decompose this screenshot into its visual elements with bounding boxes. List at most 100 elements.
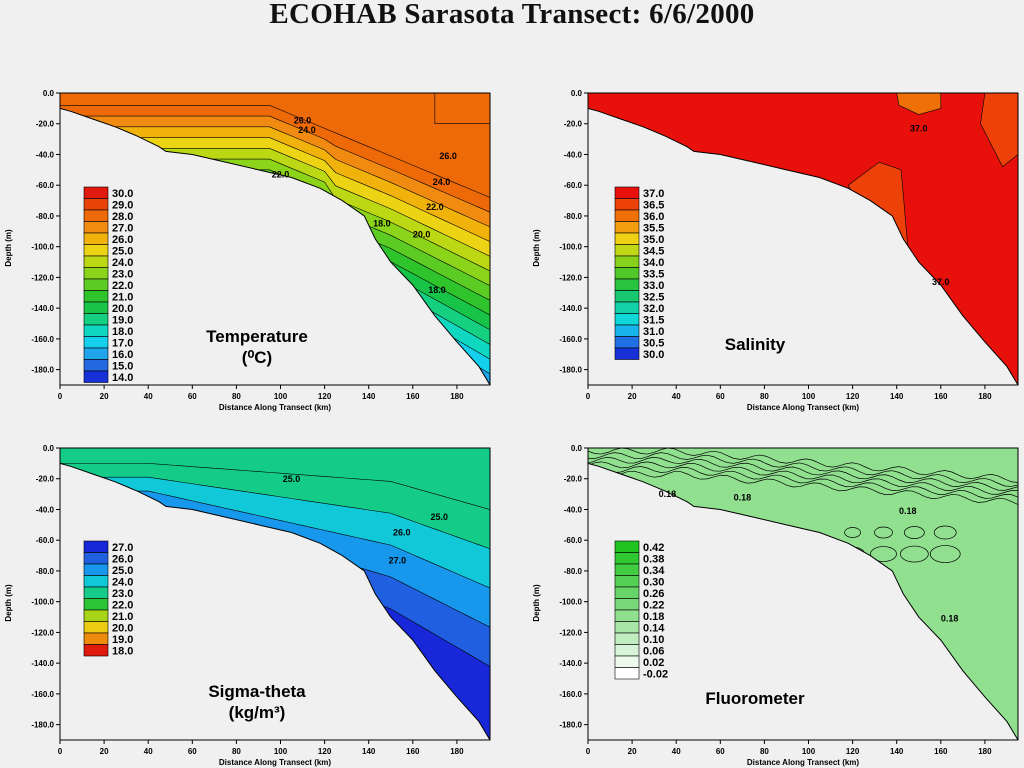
legend-label: 34.5 [643, 246, 664, 258]
contour-label: 37.0 [910, 123, 928, 133]
legend-label: 19.0 [112, 634, 133, 646]
panel-title: Fluorometer [705, 689, 805, 708]
x-tick-label: 120 [846, 747, 860, 756]
x-tick-label: 80 [760, 747, 769, 756]
x-tick-label: 140 [362, 392, 376, 401]
legend-swatch [83, 324, 109, 337]
x-tick-label: 180 [978, 392, 992, 401]
y-tick-label: -80.0 [564, 212, 583, 221]
legend: 0.420.380.340.300.260.220.180.140.100.06… [614, 540, 668, 681]
legend-swatch [83, 575, 109, 588]
legend-swatch [83, 347, 109, 360]
legend-swatch [83, 255, 109, 268]
x-tick-label: 160 [934, 392, 948, 401]
y-tick-label: -20.0 [564, 475, 583, 484]
contour-label: 25.0 [283, 474, 301, 484]
legend-label: 24.0 [112, 577, 133, 589]
x-tick-label: 100 [274, 392, 288, 401]
x-tick-label: 80 [232, 392, 241, 401]
contour-line [588, 452, 1018, 487]
plot-frame [59, 447, 491, 741]
x-tick-label: 20 [100, 747, 109, 756]
y-tick-label: -40.0 [36, 505, 55, 514]
x-axis-label: Distance Along Transect (km) [219, 403, 332, 412]
y-tick-label: -120.0 [31, 628, 54, 637]
y-tick-label: -60.0 [36, 181, 55, 190]
legend-label: 20.0 [112, 303, 133, 315]
x-tick-label: 160 [406, 747, 420, 756]
panel-title: Sigma-theta [208, 682, 306, 701]
panel-title: Temperature [206, 327, 308, 346]
x-tick-label: 100 [274, 747, 288, 756]
legend-swatch [83, 609, 109, 622]
y-tick-label: -80.0 [36, 567, 55, 576]
plot-frame [59, 92, 491, 386]
legend-swatch [83, 244, 109, 257]
legend: 30.029.028.027.026.025.024.023.022.021.0… [83, 186, 133, 384]
legend-label: 0.26 [643, 588, 664, 600]
x-tick-label: 180 [450, 392, 464, 401]
panel-sigma-theta: 0 20 40 60 80 100 120 140 160 180 Distance Along T… [4, 444, 491, 767]
legend-swatch [83, 586, 109, 599]
plot-frame [587, 92, 1019, 386]
legend-swatch [614, 209, 640, 222]
y-tick-label: -160.0 [31, 335, 54, 344]
contour-line [870, 546, 897, 562]
x-tick-label: 60 [188, 747, 197, 756]
y-tick-label: -100.0 [31, 598, 54, 607]
x-tick-label: 120 [318, 392, 332, 401]
legend-swatch [614, 186, 640, 199]
x-tick-label: 80 [232, 747, 241, 756]
contour-label: 24.0 [298, 125, 316, 135]
y-tick-label: 0.0 [43, 444, 55, 453]
legend-label: 15.0 [112, 361, 133, 373]
y-tick-label: -100.0 [559, 243, 582, 252]
legend-swatch [83, 232, 109, 245]
x-tick-label: 80 [760, 392, 769, 401]
legend-swatch [83, 209, 109, 222]
legend-label: 14.0 [112, 372, 133, 384]
legend-label: 21.0 [112, 611, 133, 623]
y-tick-label: 0.0 [571, 89, 583, 98]
x-tick-label: 0 [586, 747, 591, 756]
x-tick-label: 100 [802, 392, 816, 401]
x-axis-label: Distance Along Transect (km) [747, 758, 860, 767]
y-tick-label: -20.0 [36, 475, 55, 484]
legend-swatch [614, 290, 640, 303]
legend-label: 36.5 [643, 200, 664, 212]
x-tick-label: 160 [934, 747, 948, 756]
legend-label: 0.18 [643, 611, 664, 623]
legend-swatch [614, 347, 640, 360]
legend-swatch [614, 586, 640, 599]
y-tick-label: -120.0 [31, 273, 54, 282]
legend-swatch [614, 244, 640, 257]
contour-line [929, 545, 961, 563]
legend-swatch [83, 336, 109, 349]
x-tick-label: 20 [628, 747, 637, 756]
contour-label: 27.0 [389, 555, 407, 565]
legend-label: 27.0 [112, 542, 133, 554]
legend-label: 17.0 [112, 338, 133, 350]
legend-label: 24.0 [112, 257, 133, 269]
y-tick-label: -180.0 [559, 721, 582, 730]
y-tick-label: -80.0 [36, 212, 55, 221]
legend-label: 37.0 [643, 188, 664, 200]
legend-label: 0.10 [643, 634, 664, 646]
contour-line [933, 525, 957, 540]
x-tick-label: 20 [100, 392, 109, 401]
contour-label: 20.0 [413, 229, 431, 239]
seafloor-line [587, 107, 1019, 386]
y-tick-label: 0.0 [43, 89, 55, 98]
x-tick-label: 120 [318, 747, 332, 756]
legend-label: 32.5 [643, 292, 664, 304]
legend-label: 35.5 [643, 223, 664, 235]
contour-line [904, 526, 925, 539]
legend-label: 28.0 [112, 211, 133, 223]
y-tick-label: -40.0 [36, 150, 55, 159]
panel-title: (⁰C) [242, 348, 272, 367]
contour-label: 25.0 [431, 512, 449, 522]
contour-line [588, 448, 1018, 483]
y-tick-label: -180.0 [31, 721, 54, 730]
y-tick-label: -180.0 [31, 366, 54, 375]
y-tick-label: -60.0 [36, 536, 55, 545]
